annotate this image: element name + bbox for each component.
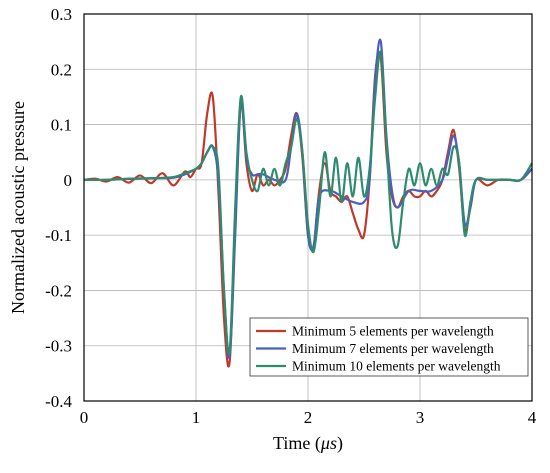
legend: Minimum 5 elements per wavelength Minimum… xyxy=(249,317,529,377)
legend-label: Minimum 10 elements per wavelength xyxy=(292,359,501,374)
y-tick-labels: 0.3 0.2 0.1 0 -0.1 -0.2 -0.3 -0.4 xyxy=(45,5,72,411)
legend-label: Minimum 7 elements per wavelength xyxy=(292,341,494,356)
x-axis-title-prefix: Time ( xyxy=(273,433,321,454)
x-axis-title: Time (μs) xyxy=(273,433,343,454)
x-tick-label: 2 xyxy=(304,408,313,427)
y-tick-label: 0.2 xyxy=(51,60,72,79)
x-axis-title-unit: μs xyxy=(320,433,337,453)
plot-frame xyxy=(83,13,533,402)
y-tick-label: -0.1 xyxy=(45,226,72,245)
x-axis-title-suffix: ) xyxy=(337,433,343,454)
x-tick-label: 3 xyxy=(416,408,425,427)
y-axis-title: Normalized acoustic pressure xyxy=(8,101,28,314)
y-tick-label: 0 xyxy=(64,171,73,190)
x-tick-label: 1 xyxy=(192,408,201,427)
x-tick-label: 0 xyxy=(80,408,89,427)
x-tick-label: 4 xyxy=(528,408,537,427)
x-tick-labels: 0 1 2 3 4 xyxy=(80,408,537,427)
series-layer xyxy=(83,38,533,368)
y-tick-label: -0.2 xyxy=(45,281,72,300)
y-tick-label: -0.4 xyxy=(45,392,72,411)
y-tick-label: 0.1 xyxy=(51,116,72,135)
y-tick-label: 0.3 xyxy=(51,5,72,24)
y-tick-label: -0.3 xyxy=(45,337,72,356)
series-line-2 xyxy=(83,50,533,355)
legend-label: Minimum 5 elements per wavelength xyxy=(292,324,494,339)
legend-box xyxy=(249,317,529,377)
